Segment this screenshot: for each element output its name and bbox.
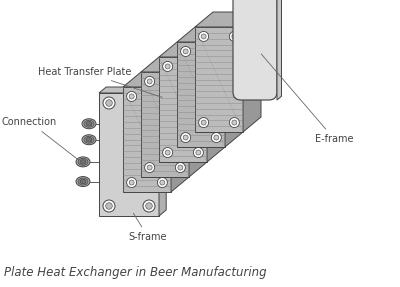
Circle shape — [127, 92, 137, 101]
Polygon shape — [177, 27, 243, 42]
Circle shape — [165, 150, 170, 155]
Ellipse shape — [78, 178, 88, 185]
Polygon shape — [177, 42, 225, 147]
Circle shape — [232, 34, 237, 39]
Polygon shape — [189, 57, 207, 177]
Ellipse shape — [80, 179, 86, 184]
Circle shape — [175, 76, 185, 86]
Circle shape — [103, 200, 115, 212]
Circle shape — [106, 203, 112, 209]
Text: S-frame: S-frame — [129, 213, 167, 242]
Circle shape — [145, 76, 155, 86]
Text: Plate Heat Exchanger in Beer Manufacturing: Plate Heat Exchanger in Beer Manufacturi… — [4, 266, 267, 279]
Circle shape — [157, 92, 167, 101]
Circle shape — [211, 133, 221, 143]
Circle shape — [211, 46, 221, 57]
Circle shape — [146, 203, 152, 209]
Circle shape — [181, 133, 191, 143]
Ellipse shape — [84, 136, 94, 143]
Circle shape — [163, 61, 173, 71]
Circle shape — [160, 180, 165, 185]
Circle shape — [229, 118, 239, 127]
Circle shape — [196, 64, 201, 69]
Circle shape — [165, 64, 170, 69]
Polygon shape — [159, 42, 225, 57]
Circle shape — [103, 97, 115, 109]
Circle shape — [181, 46, 191, 57]
FancyBboxPatch shape — [233, 0, 277, 100]
Circle shape — [199, 32, 209, 41]
Circle shape — [214, 135, 219, 140]
Circle shape — [229, 32, 239, 41]
Ellipse shape — [86, 137, 92, 142]
Polygon shape — [99, 93, 159, 216]
Circle shape — [201, 34, 206, 39]
Circle shape — [214, 49, 219, 54]
Polygon shape — [207, 42, 225, 162]
Circle shape — [143, 200, 155, 212]
Polygon shape — [141, 57, 207, 72]
Circle shape — [183, 49, 188, 54]
Polygon shape — [123, 87, 171, 192]
Circle shape — [232, 120, 237, 125]
Ellipse shape — [86, 121, 92, 126]
Text: E-frame: E-frame — [261, 54, 354, 144]
Ellipse shape — [82, 135, 96, 145]
Circle shape — [178, 165, 183, 170]
Ellipse shape — [76, 177, 90, 187]
Circle shape — [201, 120, 206, 125]
Circle shape — [146, 100, 152, 106]
Ellipse shape — [76, 157, 90, 167]
Polygon shape — [195, 12, 261, 27]
Text: Connection: Connection — [2, 117, 79, 160]
Circle shape — [106, 100, 112, 106]
Circle shape — [183, 135, 188, 140]
Circle shape — [163, 148, 173, 158]
Polygon shape — [277, 0, 282, 100]
Circle shape — [147, 79, 152, 84]
Text: Heat Transfer Plate: Heat Transfer Plate — [38, 67, 162, 97]
Polygon shape — [99, 87, 166, 93]
Circle shape — [193, 61, 203, 71]
Ellipse shape — [84, 120, 94, 127]
Circle shape — [145, 162, 155, 172]
Circle shape — [129, 180, 134, 185]
Circle shape — [175, 162, 185, 172]
Circle shape — [127, 178, 137, 187]
Polygon shape — [195, 27, 243, 132]
Circle shape — [143, 97, 155, 109]
Circle shape — [129, 94, 134, 99]
Polygon shape — [225, 27, 243, 147]
Circle shape — [160, 94, 165, 99]
Circle shape — [199, 118, 209, 127]
Circle shape — [157, 178, 167, 187]
Ellipse shape — [82, 119, 96, 129]
Circle shape — [147, 165, 152, 170]
Polygon shape — [243, 12, 261, 132]
Circle shape — [178, 79, 183, 84]
Circle shape — [193, 148, 203, 158]
Ellipse shape — [78, 158, 88, 165]
Polygon shape — [171, 72, 189, 192]
Polygon shape — [141, 72, 189, 177]
Polygon shape — [123, 72, 189, 87]
Ellipse shape — [80, 160, 86, 164]
Polygon shape — [159, 87, 166, 216]
Circle shape — [196, 150, 201, 155]
Polygon shape — [159, 57, 207, 162]
